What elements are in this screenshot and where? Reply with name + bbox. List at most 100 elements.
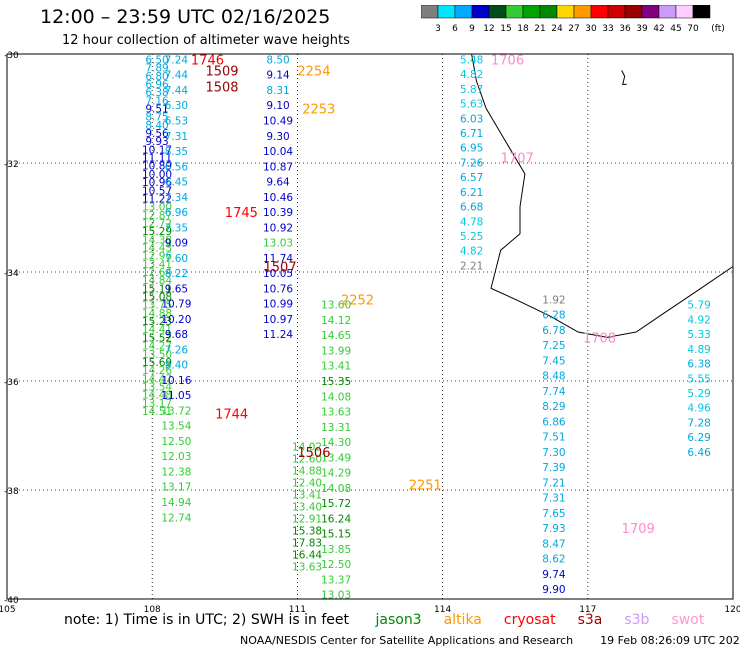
swh-value-label: 10.97 (263, 314, 293, 326)
satellite-legend-s3b: s3b (624, 612, 650, 628)
colorbar-label: 18 (517, 24, 529, 34)
swh-value-label: 10.17 (142, 144, 172, 156)
x-tick-label: 117 (579, 605, 596, 615)
swh-value-label: 10.87 (263, 161, 293, 173)
swh-value-label: 7.44 (165, 70, 189, 82)
swh-value-label: 8.31 (266, 85, 289, 97)
swh-value-label: 10.05 (263, 268, 293, 280)
swh-value-label: 14.08 (321, 483, 351, 495)
swh-value-label: 6.28 (542, 310, 565, 322)
swh-value-label: 4.96 (687, 403, 711, 415)
swh-value-label: 6.56 (165, 161, 189, 173)
swh-value-label: 6.80 (145, 71, 168, 83)
swh-value-label: 13.72 (161, 405, 191, 417)
swh-value-label: 11.74 (263, 253, 293, 265)
satellite-legend-altika: altika (443, 612, 482, 628)
swh-value-label: 7.26 (165, 344, 189, 356)
swh-value-label: 4.92 (687, 314, 710, 326)
swh-value-label: 14.48 (142, 390, 172, 402)
swh-value-label: 10.16 (161, 375, 191, 387)
swh-value-label: 13.17 (142, 398, 172, 410)
swh-value-label: 9.56 (145, 128, 169, 140)
pass-time-label: 1745 (225, 206, 258, 221)
swh-value-label: 8.48 (542, 371, 565, 383)
swh-value-label: 5.87 (460, 84, 483, 96)
colorbar-label: 27 (568, 24, 579, 34)
footer-legend: note: 1) Time is in UTC; 2) SWH is in fe… (64, 612, 704, 628)
swh-value-label: 14.65 (321, 330, 351, 342)
colorbar-label: 15 (500, 24, 511, 34)
chart-subtitle: 12 hour collection of altimeter wave hei… (62, 33, 350, 48)
swh-value-label: 6.38 (687, 359, 710, 371)
swh-value-label: 5.63 (460, 99, 483, 111)
colorbar-legend: 3 6 9 12 15 18 21 24 27 30 33 36 39 42 45 70 (ft) (421, 5, 725, 34)
swh-value-label: 7.28 (687, 417, 710, 429)
swh-value-label: 10.89 (142, 161, 172, 173)
swh-value-label: 11.05 (161, 390, 191, 402)
swh-value-label: 8.35 (165, 146, 188, 158)
swh-value-label: 7.60 (165, 253, 188, 265)
swh-value-label: 5.25 (460, 231, 483, 243)
swh-value-label: 10.49 (263, 115, 293, 127)
credit-line: NOAA/NESDIS Center for Satellite Applica… (240, 634, 740, 647)
swh-value-label: 15.72 (321, 498, 351, 510)
swh-value-label: 9.51 (145, 104, 168, 116)
swh-value-label: 14.43 (142, 242, 172, 254)
swh-value-label: 7.89 (145, 63, 168, 75)
swh-value-label: 15.08 (142, 292, 172, 304)
swh-value-label: 6.21 (460, 187, 483, 199)
swh-value-label: 8.40 (145, 120, 168, 132)
timestamp: 19 Feb 08:26:09 UTC 2025 (600, 634, 740, 647)
swh-value-label: 6.71 (460, 128, 483, 140)
colorbar-unit: (ft) (711, 24, 725, 34)
x-tick-label: 114 (434, 605, 451, 615)
pass-time-label: 1708 (583, 331, 616, 346)
swh-value-label: 6.86 (542, 416, 566, 428)
swh-value-label: 13.54 (142, 381, 172, 393)
swh-value-label: 12.40 (292, 477, 322, 489)
y-tick-label: -32 (4, 160, 19, 170)
swh-value-label: 1.92 (542, 294, 565, 306)
swh-value-label: 13.60 (321, 300, 351, 312)
swh-value-label: 6.38 (145, 87, 168, 99)
x-tick-label: 108 (144, 605, 161, 615)
swh-value-label: 13.54 (161, 421, 191, 433)
swh-value-label: 13.37 (321, 574, 351, 586)
swh-value-label: 4.82 (460, 246, 483, 258)
swh-value-label: 7.39 (542, 462, 565, 474)
swh-value-label: 12.64 (142, 267, 172, 279)
swh-value-label: 13.41 (142, 259, 172, 271)
swh-value-label: 5.33 (687, 329, 710, 341)
swh-value-label: 13.99 (321, 345, 351, 357)
swh-value-label: 13.03 (321, 590, 351, 602)
swh-value-label: 9.64 (266, 177, 290, 189)
swh-value-label: 12.60 (292, 453, 322, 465)
colorbar-label: 6 (452, 24, 458, 34)
plot-frame (6, 53, 734, 600)
y-tick-label: -36 (4, 378, 19, 388)
swh-value-label: 7.65 (542, 508, 565, 520)
satellite-legend-s3a: s3a (577, 612, 603, 628)
colorbar-label: 24 (551, 24, 563, 34)
swh-value-label: 6.46 (687, 447, 711, 459)
swh-value-label: 7.34 (165, 192, 189, 204)
swh-value-label: 8.50 (266, 54, 289, 66)
swh-value-label: 8.22 (165, 268, 188, 280)
swh-value-label: 9.65 (165, 283, 188, 295)
x-tick-label: 111 (289, 605, 306, 615)
pass-time-label: 2252 (341, 293, 374, 308)
swh-value-label: 8.40 (165, 360, 188, 372)
swh-value-label: 7.35 (165, 222, 188, 234)
swh-value-label: 15.69 (142, 357, 172, 369)
swh-value-label: 14.08 (321, 391, 351, 403)
swh-value-label: 12.96 (142, 251, 172, 263)
swh-value-label: 8.47 (542, 538, 565, 550)
y-tick-label: -34 (4, 269, 19, 279)
pass-time-label: 2253 (302, 103, 335, 118)
swh-value-label: 17.83 (292, 537, 322, 549)
swh-value-label: 10.99 (263, 299, 293, 311)
lake-outline (621, 70, 627, 85)
swh-value-label: 12.50 (321, 559, 351, 571)
swh-value-label: 9.10 (266, 100, 289, 112)
